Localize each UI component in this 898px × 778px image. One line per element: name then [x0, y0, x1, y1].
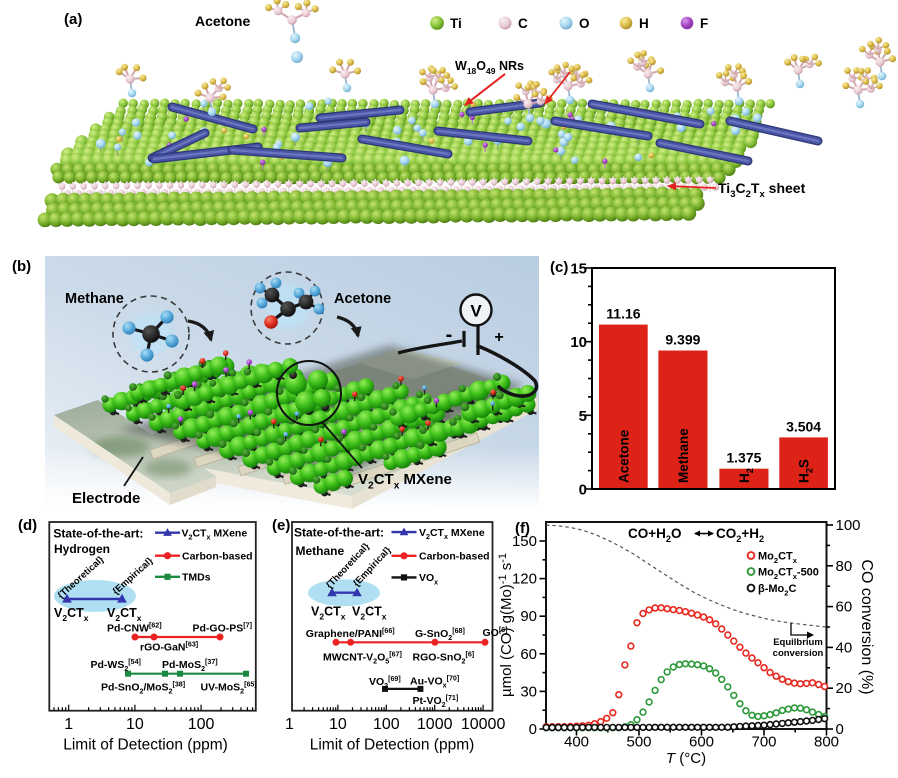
svg-text:Pt-VO2[71]: Pt-VO2[71]	[413, 694, 459, 709]
svg-text:10: 10	[126, 716, 144, 733]
svg-text:CO2+H2: CO2+H2	[716, 526, 764, 544]
svg-text:100: 100	[188, 716, 215, 733]
svg-text:β-Mo2C: β-Mo2C	[758, 583, 796, 597]
svg-text:10000: 10000	[461, 716, 506, 733]
svg-text:V2CTx: V2CTx	[352, 605, 387, 622]
svg-text:(d): (d)	[18, 517, 37, 534]
svg-text:15: 15	[570, 261, 587, 278]
svg-text:3.504: 3.504	[786, 418, 821, 434]
svg-text:VO2[69]: VO2[69]	[369, 675, 401, 690]
svg-text:-: -	[446, 324, 453, 346]
svg-text:V2CTx MXene: V2CTx MXene	[358, 471, 452, 492]
svg-text:CO+H2O: CO+H2O	[628, 526, 682, 544]
svg-text:Pd-CNW[62]: Pd-CNW[62]	[107, 621, 162, 634]
svg-text:Methane: Methane	[296, 544, 345, 558]
svg-text:Pd-WS2[54]: Pd-WS2[54]	[91, 658, 141, 673]
svg-text:Electrode: Electrode	[72, 490, 140, 507]
svg-text:Acetone: Acetone	[195, 13, 250, 29]
svg-text:(b): (b)	[12, 258, 31, 275]
svg-text:UV-MoS2[65]: UV-MoS2[65]	[201, 680, 257, 695]
svg-text:Pd-SnO2/MoS2[38]: Pd-SnO2/MoS2[38]	[101, 680, 185, 695]
svg-text:Methane: Methane	[676, 428, 691, 483]
svg-text:Au-VOx[70]: Au-VOx[70]	[410, 674, 459, 689]
svg-text:O: O	[579, 16, 590, 31]
svg-text:Methane: Methane	[65, 291, 124, 307]
svg-text:600: 600	[689, 734, 714, 751]
svg-text:0: 0	[579, 482, 587, 499]
svg-text:0: 0	[529, 721, 537, 738]
svg-text:20: 20	[836, 680, 853, 697]
svg-text:1: 1	[285, 716, 294, 733]
svg-text:60: 60	[836, 599, 853, 616]
svg-text:T (°C): T (°C)	[666, 750, 706, 767]
svg-text:Hydrogen: Hydrogen	[54, 542, 110, 556]
svg-text:V2CTx: V2CTx	[311, 605, 346, 622]
svg-text:0: 0	[836, 721, 844, 738]
svg-text:State-of-the-art:: State-of-the-art:	[294, 526, 384, 540]
svg-text:1: 1	[64, 716, 73, 733]
svg-text:GO[6]: GO[6]	[483, 626, 508, 639]
svg-text:State-of-the-art:: State-of-the-art:	[53, 527, 143, 541]
svg-text:(c): (c)	[550, 259, 568, 276]
svg-text:Acetone: Acetone	[334, 291, 391, 307]
svg-text:5: 5	[579, 408, 587, 425]
svg-text:1000: 1000	[417, 716, 453, 733]
svg-text:100: 100	[373, 716, 400, 733]
svg-text:H2S: H2S	[797, 459, 815, 483]
svg-text:V2CTx: V2CTx	[107, 606, 142, 623]
svg-text:Acetone: Acetone	[616, 429, 631, 483]
svg-text:1.375: 1.375	[726, 450, 761, 466]
svg-text:100: 100	[836, 517, 861, 534]
svg-text:10: 10	[570, 334, 587, 351]
svg-text:G-SnO2[68]: G-SnO2[68]	[415, 627, 465, 642]
svg-text:TMDs: TMDs	[182, 572, 211, 584]
svg-text:11.16: 11.16	[606, 306, 640, 322]
svg-text:400: 400	[564, 734, 589, 751]
svg-text:Mo2CTx: Mo2CTx	[758, 551, 798, 565]
svg-text:Limit of Detection (ppm): Limit of Detection (ppm)	[63, 737, 228, 754]
svg-text:(f): (f)	[515, 520, 530, 537]
svg-text:500: 500	[626, 734, 651, 751]
svg-text:H2: H2	[737, 468, 755, 483]
svg-text:30: 30	[520, 683, 537, 700]
svg-text:Carbon-based: Carbon-based	[419, 551, 490, 563]
svg-text:RGO-SnO2[6]: RGO-SnO2[6]	[413, 650, 475, 665]
svg-text:9.399: 9.399	[665, 332, 700, 348]
svg-text:H: H	[639, 16, 649, 31]
svg-text:10: 10	[329, 716, 347, 733]
svg-text:60: 60	[520, 646, 537, 663]
svg-text:Mo2CTx-500: Mo2CTx-500	[758, 567, 819, 581]
svg-text:V: V	[470, 302, 482, 321]
svg-text:Pd-GO-PS[7]: Pd-GO-PS[7]	[193, 621, 252, 634]
svg-text:80: 80	[836, 558, 853, 575]
svg-text:VOx: VOx	[419, 572, 438, 586]
svg-text:W18O49 NRs: W18O49 NRs	[455, 59, 524, 76]
svg-text:C: C	[518, 16, 528, 31]
svg-text:V2CTx MXene: V2CTx MXene	[419, 527, 485, 541]
svg-text:Graphene/PANI[66]: Graphene/PANI[66]	[306, 627, 395, 640]
svg-text:Equilbrium: Equilbrium	[773, 637, 823, 648]
svg-text:Pd-MoS2[37]: Pd-MoS2[37]	[162, 658, 218, 673]
svg-text:150: 150	[512, 533, 537, 550]
svg-text:µmol (CO) g(Mo)-1 s-1: µmol (CO) g(Mo)-1 s-1	[497, 553, 515, 697]
svg-text:90: 90	[520, 608, 537, 625]
svg-text:Limit of Detection (ppm): Limit of Detection (ppm)	[310, 737, 475, 754]
svg-text:MWCNT-V2O5[67]: MWCNT-V2O5[67]	[323, 650, 402, 665]
svg-text:Ti: Ti	[450, 16, 462, 31]
svg-text:F: F	[700, 16, 708, 31]
svg-text:conversion: conversion	[773, 648, 824, 659]
svg-text:800: 800	[814, 734, 839, 751]
svg-text:700: 700	[751, 734, 776, 751]
svg-text:(a): (a)	[64, 11, 82, 28]
svg-text:CO conversion (%): CO conversion (%)	[858, 559, 875, 694]
svg-text:rGO-GaN[63]: rGO-GaN[63]	[140, 640, 198, 653]
svg-text:Ti3C2Tx sheet: Ti3C2Tx sheet	[718, 180, 806, 200]
svg-text:V2CTx: V2CTx	[54, 606, 89, 623]
svg-text:V2CTx MXene: V2CTx MXene	[182, 528, 248, 542]
svg-text:+: +	[494, 329, 503, 346]
svg-text:40: 40	[836, 639, 853, 656]
svg-text:(e): (e)	[272, 517, 290, 534]
svg-text:Carbon-based: Carbon-based	[182, 551, 253, 563]
svg-text:120: 120	[512, 571, 537, 588]
